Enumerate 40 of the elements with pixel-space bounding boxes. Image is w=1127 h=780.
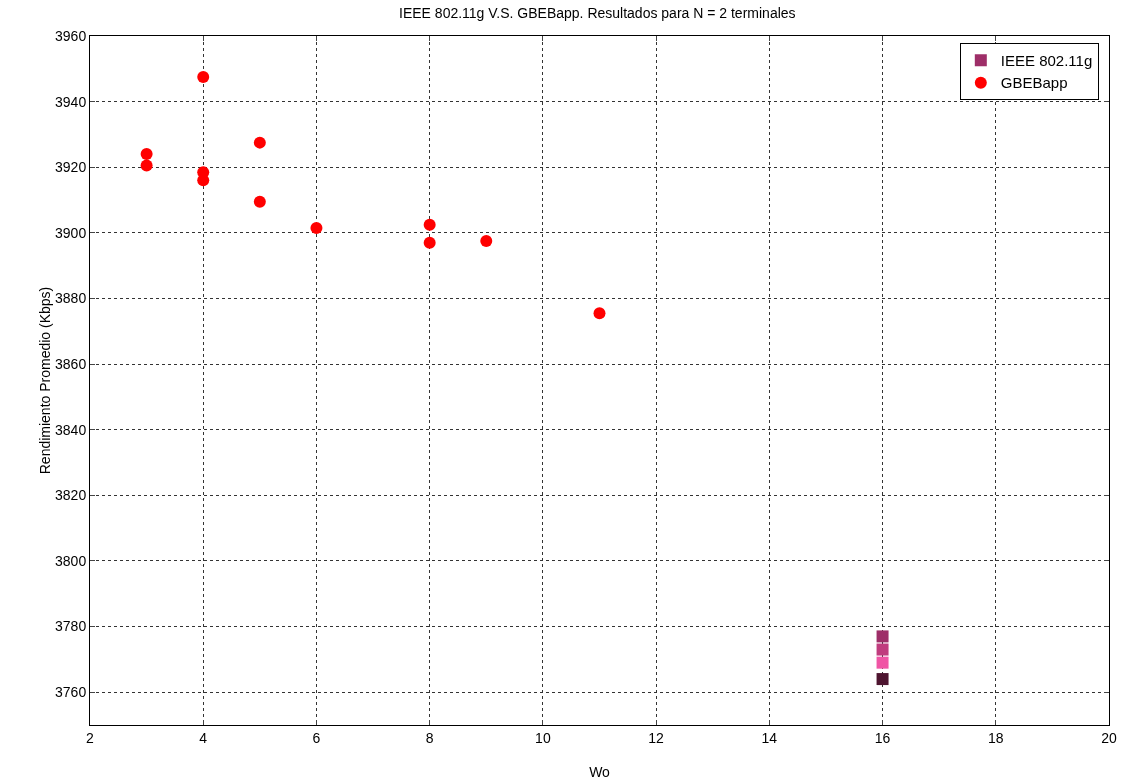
chart-title: IEEE 802.11g V.S. GBEBapp. Resultados para N = 2 terminales	[399, 4, 796, 21]
point	[140, 148, 153, 161]
point	[423, 236, 436, 249]
x-tick-label: 2	[86, 729, 95, 746]
x-tick-label: 12	[648, 729, 665, 746]
y-tick-label: 3940	[55, 93, 87, 110]
point	[310, 221, 323, 234]
y-tick-label: 3860	[55, 356, 87, 372]
y-tick-label: 3840	[55, 421, 87, 438]
y-tick-label: 3760	[55, 684, 87, 701]
point	[253, 136, 266, 149]
legend-label: IEEE 802.11g	[1000, 51, 1093, 69]
y-tick-label: 3960	[55, 27, 87, 44]
point	[876, 643, 889, 656]
y-tick-label: 3780	[55, 618, 87, 635]
point	[876, 630, 889, 643]
x-tick-label: 8	[425, 729, 434, 746]
legend-label: GBEBapp	[1000, 74, 1068, 92]
point	[480, 235, 493, 248]
point	[140, 159, 153, 172]
y-tick-label: 3800	[55, 552, 87, 569]
y-tick-label: 3920	[55, 159, 87, 176]
point	[593, 307, 606, 320]
x-tick-label: 16	[874, 729, 891, 746]
y-tick-label: 3900	[55, 224, 87, 241]
y-tick-label: 3820	[55, 487, 87, 504]
x-tick-label: 6	[312, 729, 321, 746]
point	[197, 71, 210, 83]
x-tick-label: 10	[535, 729, 551, 746]
x-axis-title: Wo	[589, 764, 611, 780]
point	[876, 673, 889, 686]
point	[253, 195, 266, 208]
x-tick-label: 14	[761, 729, 778, 746]
y-tick-label: 3880	[55, 290, 87, 307]
y-axis-title: Rendimiento Promedio (Kbps)	[37, 286, 54, 475]
x-tick-label: 18	[987, 729, 1004, 746]
point	[876, 656, 889, 669]
x-tick-label: 20	[1101, 729, 1117, 746]
point	[423, 218, 436, 231]
x-tick-label: 4	[199, 729, 208, 746]
